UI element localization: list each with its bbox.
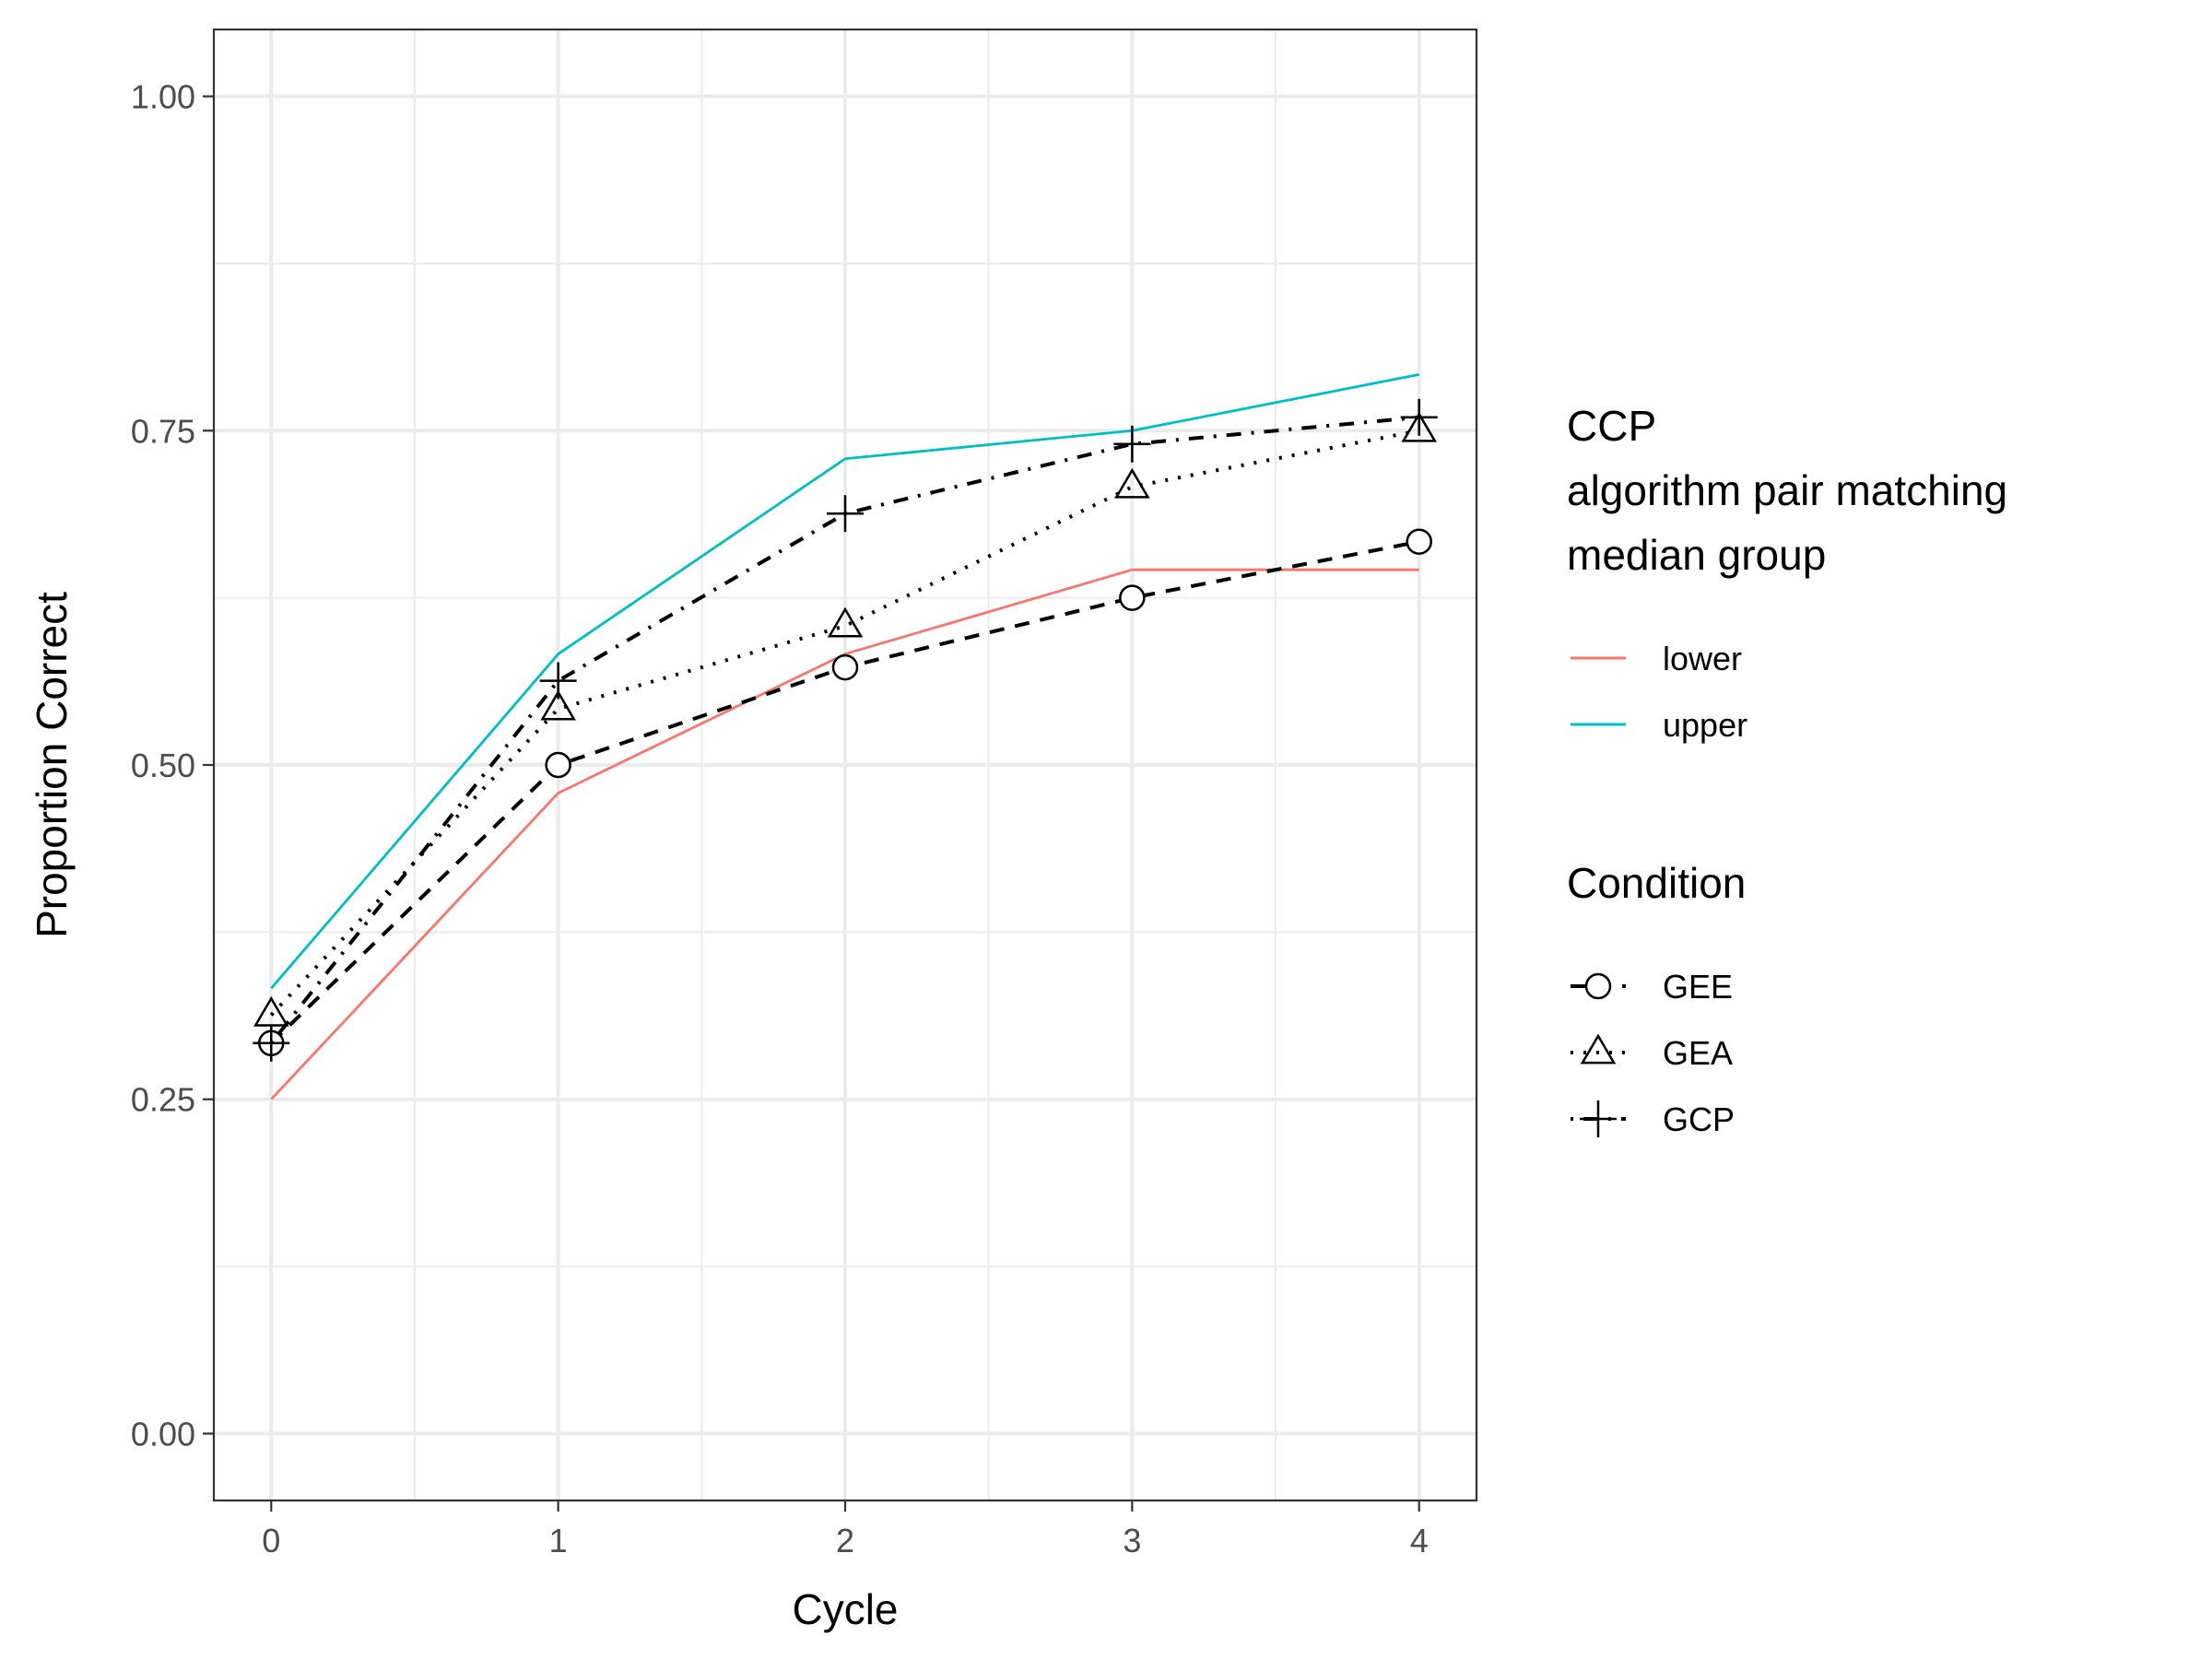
- x-tick-label: 2: [836, 1522, 854, 1559]
- series-layer: [253, 372, 1438, 1100]
- point-GCP: [539, 662, 577, 700]
- y-tick-label: 0.25: [131, 1081, 195, 1119]
- point-GEE: [545, 751, 571, 779]
- point-GEA: [827, 606, 864, 638]
- legend: CCP algorithm pair matching median group lo…: [1567, 402, 2007, 1138]
- x-tick-label: 4: [1410, 1522, 1429, 1559]
- legend-label-upper: upper: [1663, 706, 1747, 744]
- legend-label-GCP: GCP: [1663, 1100, 1735, 1138]
- series-line-lower: [270, 568, 1419, 1100]
- legend-label-GEA: GEA: [1663, 1034, 1733, 1072]
- x-tick-label: 0: [262, 1522, 280, 1559]
- legend-title-condition: Condition: [1567, 859, 1746, 907]
- series-upper: [270, 372, 1419, 990]
- legend-title-ccp: algorithm pair matching: [1567, 466, 2007, 514]
- y-axis-title: Proportion Correct: [28, 592, 76, 938]
- legend-label-lower: lower: [1663, 640, 1742, 677]
- point-GEA: [1401, 411, 1438, 442]
- series-lower: [270, 568, 1419, 1100]
- legend-title-ccp: CCP: [1567, 402, 1656, 450]
- legend-key-marker-GEE: [1584, 972, 1612, 1000]
- y-tick-label: 0.00: [131, 1415, 195, 1453]
- point-GEE: [1119, 584, 1146, 611]
- point-GCP: [1400, 398, 1438, 436]
- x-tick-label: 1: [549, 1522, 568, 1559]
- point-GEA: [1114, 467, 1150, 499]
- series-line-upper: [270, 372, 1419, 990]
- axes: 0.00 0.25 0.50 0.75 1.00 0 1 2 3 4: [131, 78, 1429, 1559]
- series-GCP: [253, 398, 1438, 1062]
- grid-lines: [214, 29, 1477, 1500]
- point-GEA: [540, 689, 576, 721]
- x-tick-label: 3: [1123, 1522, 1141, 1559]
- legend-key-marker-GCP: [1580, 1100, 1617, 1137]
- legend-key-marker-GEA: [1580, 1033, 1617, 1065]
- point-GEE: [831, 653, 859, 681]
- y-tick-label: 0.75: [131, 412, 195, 450]
- point-GCP: [253, 1024, 290, 1062]
- x-axis-title: Cycle: [792, 1585, 898, 1633]
- legend-label-GEE: GEE: [1663, 968, 1733, 1006]
- point-GEE: [1406, 528, 1432, 555]
- point-GCP: [827, 495, 864, 533]
- point-GCP: [1113, 425, 1151, 463]
- legend-title-ccp: median group: [1567, 531, 1826, 579]
- y-tick-label: 1.00: [131, 78, 195, 116]
- y-tick-label: 0.50: [131, 747, 195, 784]
